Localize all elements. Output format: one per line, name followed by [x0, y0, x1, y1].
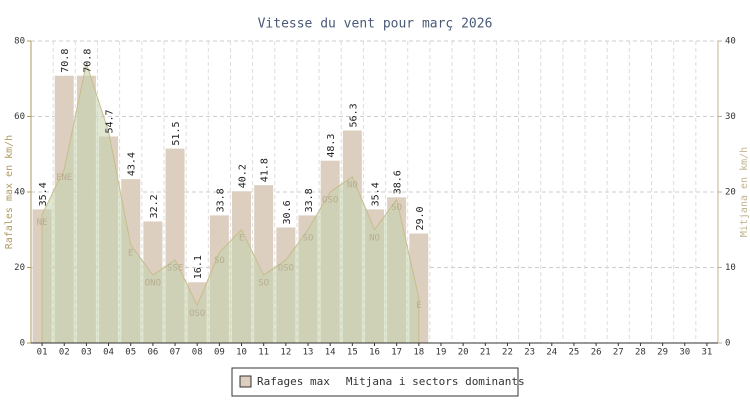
direction-label: SO: [214, 256, 225, 266]
value-label: 41.8: [260, 158, 271, 182]
value-label: 29.0: [415, 206, 426, 230]
y-tick-label: 60: [14, 112, 25, 122]
x-tick-label: 31: [701, 348, 712, 358]
value-label: 33.8: [304, 188, 315, 212]
value-label: 56.3: [348, 103, 359, 127]
direction-label: ONO: [145, 279, 161, 289]
value-label: 70.8: [60, 49, 71, 73]
y2-tick-label: 0: [725, 339, 730, 349]
x-tick-label: 08: [192, 348, 203, 358]
x-tick-label: 22: [502, 348, 513, 358]
x-tick-label: 17: [391, 348, 402, 358]
direction-label: NO: [369, 233, 380, 243]
direction-label: ENE: [56, 173, 72, 183]
y2-tick-label: 20: [725, 188, 736, 198]
x-tick-label: 30: [679, 348, 690, 358]
direction-label: SSE: [167, 263, 183, 273]
x-tick-label: 28: [635, 348, 646, 358]
x-tick-label: 18: [413, 348, 424, 358]
value-label: 70.8: [82, 49, 93, 73]
direction-label: E: [416, 301, 421, 311]
y2-tick-label: 30: [725, 112, 736, 122]
legend-label: Mitjana i sectors dominants: [346, 375, 525, 388]
value-label: 54.7: [105, 109, 116, 133]
y-tick-label: 0: [20, 339, 25, 349]
direction-label: SO: [258, 279, 269, 289]
x-tick-label: 21: [480, 348, 491, 358]
legend-swatch: [239, 375, 252, 388]
value-label: 35.4: [371, 182, 382, 206]
x-tick-label: 04: [103, 348, 114, 358]
y-tick-label: 20: [14, 263, 25, 273]
y-axis-label: Rafales max en km/h: [4, 135, 15, 249]
y2-tick-label: 40: [725, 37, 736, 47]
value-label: 35.4: [38, 182, 49, 206]
direction-label: OSO: [189, 309, 205, 319]
x-tick-label: 26: [591, 348, 602, 358]
x-tick-label: 11: [258, 348, 269, 358]
x-tick-label: 14: [325, 348, 336, 358]
x-tick-label: 24: [546, 348, 557, 358]
x-tick-label: 06: [147, 348, 158, 358]
x-tick-label: 07: [170, 348, 181, 358]
x-tick-label: 05: [125, 348, 136, 358]
x-tick-label: 10: [236, 348, 247, 358]
direction-label: SO: [391, 203, 402, 213]
direction-label: OSO: [278, 263, 294, 273]
x-tick-label: 16: [369, 348, 380, 358]
x-tick-label: 23: [524, 348, 535, 358]
value-label: 43.4: [127, 152, 138, 176]
x-tick-label: 12: [280, 348, 291, 358]
value-label: 30.6: [282, 200, 293, 224]
value-label: 38.6: [393, 170, 404, 194]
value-label: 40.2: [238, 164, 249, 188]
value-label: 32.2: [149, 194, 160, 218]
value-label: 16.1: [193, 255, 204, 279]
x-tick-label: 03: [81, 348, 92, 358]
y-tick-label: 80: [14, 37, 25, 47]
x-tick-label: 29: [657, 348, 668, 358]
x-tick-label: 01: [37, 348, 48, 358]
y-tick-label: 40: [14, 188, 25, 198]
x-tick-label: 15: [347, 348, 358, 358]
x-tick-label: 25: [569, 348, 580, 358]
x-tick-label: 20: [458, 348, 469, 358]
legend-box: [231, 367, 519, 397]
direction-label: OSO: [322, 196, 338, 206]
direction-label: NO: [347, 180, 358, 190]
value-label: 48.3: [326, 134, 337, 158]
chart-title: Vitesse du vent pour març 2026: [258, 17, 493, 32]
value-label: 51.5: [171, 121, 182, 145]
value-label: 33.8: [215, 188, 226, 212]
y2-axis-label: Mitjana en km/h: [739, 147, 750, 237]
x-tick-label: 27: [613, 348, 624, 358]
direction-label: SO: [303, 233, 314, 243]
direction-label: NE: [37, 218, 48, 228]
direction-label: E: [128, 248, 133, 258]
x-tick-label: 19: [436, 348, 447, 358]
x-tick-label: 02: [59, 348, 70, 358]
direction-label: E: [239, 233, 244, 243]
mean-area: [41, 61, 420, 344]
x-tick-label: 09: [214, 348, 225, 358]
x-tick-label: 13: [303, 348, 314, 358]
y2-tick-label: 10: [725, 263, 736, 273]
legend-label: Rafages max: [257, 375, 330, 388]
